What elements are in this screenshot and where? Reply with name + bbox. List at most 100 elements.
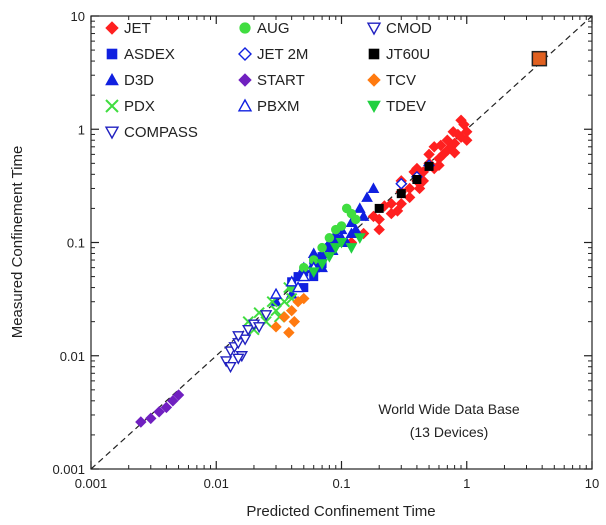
data-point-d3d [345,227,358,239]
data-point-pbxm [297,270,310,282]
y-axis-label: Measured Confinement Time [9,146,26,339]
data-point-jet [448,147,461,159]
y-tick-label: 0.01 [60,349,85,364]
data-point-tcv [270,321,282,333]
data-point-jet [435,139,447,152]
legend-marker-jet [105,21,119,35]
data-point-jet [455,114,467,126]
data-point-start [145,412,157,425]
data-point-cmod [242,324,255,337]
data-point-cmod [252,322,266,334]
legend-label-compass: COMPASS [124,124,198,141]
data-point-start [167,395,179,407]
legend-marker-start [238,73,252,87]
data-point-compass [219,356,233,368]
legend-marker-tcv [367,73,381,87]
data-point-tcv [298,292,310,305]
data-point-jt60u [396,189,406,199]
data-point-jet [403,191,416,204]
legend: JET ASDEX D3D PDX COMPASS AUG JET 2M START PBXM C… [104,20,432,141]
data-point-jt60u-highlight [531,50,548,67]
data-point-tdev [345,243,358,254]
data-point-d3d [367,182,380,193]
data-point-jt60u [412,174,422,184]
data-point-jet [441,134,454,146]
legend-label-aug: AUG [257,20,290,37]
data-point-jet [423,148,435,161]
data-point-pdx [253,306,265,319]
legend-label-pdx: PDX [124,98,155,115]
x-tick-label: 0.1 [332,476,350,491]
y-tick-label: 0.1 [67,236,85,251]
legend-marker-pdx [105,99,119,113]
y-tick-label: 0.001 [52,462,85,477]
data-point-jet [447,126,459,138]
legend-label-start: START [257,72,305,89]
y-tick-label: 10 [71,9,85,24]
data-point-tdev [353,233,366,244]
annotation-line-1: World Wide Data Base [378,401,520,417]
legend-marker-d3d [105,72,119,86]
data-point-aug [324,233,335,243]
data-point-tdev [335,238,348,249]
data-point-start [135,416,147,428]
legend-marker-pbxm [237,98,253,112]
axis-ticks: 0.001 0.01 0.1 1 10 0.001 0.01 0.1 1 10 [52,9,599,491]
legend-label-cmod: CMOD [386,20,432,37]
data-point-start [160,401,173,414]
data-point-d3d [357,210,370,221]
legend-marker-jet-2m [238,47,252,61]
data-point-cmod [259,310,273,322]
data-point-aug [331,224,341,235]
data-marks [135,50,548,428]
data-point-tdev [307,267,320,278]
data-point-aug [341,203,352,214]
data-point-jet [395,198,407,210]
x-tick-label: 1 [463,476,470,491]
data-point-jet [461,134,473,146]
data-point-cmod [232,331,245,343]
legend-marker-asdex [106,48,118,60]
legend-label-jet: JET [124,20,151,37]
legend-marker-tdev [367,100,381,114]
x-tick-label: 10 [585,476,599,491]
y-tick-label: 1 [78,122,85,137]
data-point-jet [367,210,380,223]
data-point-tcv [283,326,295,339]
data-point-compass [238,334,252,346]
legend-label-jet-2m: JET 2M [257,46,308,63]
data-point-compass [224,362,237,374]
legend-marker-jt60u [368,48,380,60]
data-point-d3d [353,202,366,213]
data-point-jet [413,182,426,195]
data-point-start [172,389,185,401]
data-point-tcv [285,304,298,317]
data-point-pbxm [269,287,283,299]
data-point-start [153,406,165,418]
legend-marker-compass [104,126,120,140]
legend-marker-cmod [366,22,382,36]
data-point-jet [433,159,445,172]
data-point-tcv [288,315,301,328]
data-point-compass [232,353,245,365]
x-tick-label: 0.01 [204,476,229,491]
data-point-tdev [329,243,342,254]
data-point-pbxm [285,275,298,287]
data-point-aug [317,242,327,253]
data-point-tdev [323,252,336,263]
data-point-jet [373,223,385,236]
data-point-pdx [270,304,282,317]
x-tick-label: 0.001 [75,476,108,491]
legend-marker-aug [239,22,251,34]
data-point-d3d [361,191,373,202]
legend-label-d3d: D3D [124,72,154,89]
data-point-jt60u [374,203,384,213]
data-point-aug [351,214,361,225]
data-point-jet-2m [395,177,408,190]
data-point-pbxm [291,281,305,293]
data-point-jt60u [424,161,434,171]
data-point-jet [391,205,404,217]
data-point-tcv [278,311,291,323]
legend-label-asdex: ASDEX [124,46,175,63]
